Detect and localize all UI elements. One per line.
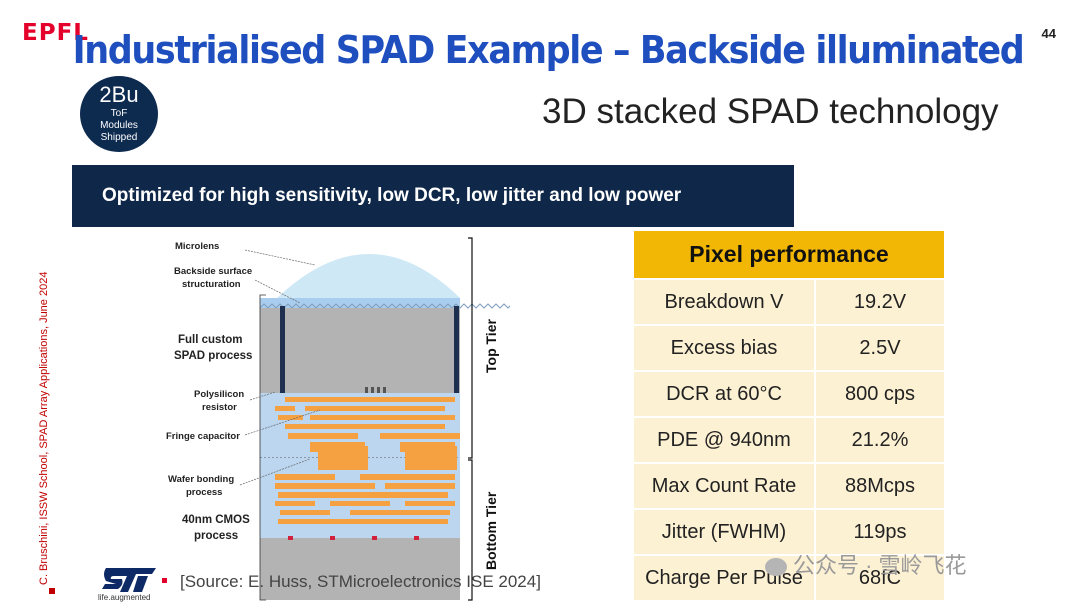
label-cmos-1: 40nm CMOS (182, 514, 250, 526)
epfl-logo: EPFL (22, 20, 89, 46)
bottom-tier-label: Bottom Tier (483, 491, 499, 570)
value-cell: 800 cps (816, 372, 944, 416)
value-cell: 68fC (816, 556, 944, 600)
label-backside-1: Backside surface (174, 266, 252, 277)
slide-subtitle: 3D stacked SPAD technology (542, 92, 999, 131)
param-cell: Breakdown V (634, 280, 816, 324)
slide-number: 44 (1041, 26, 1056, 41)
table-row: Jitter (FWHM) 119ps (634, 510, 944, 554)
shipped-badge: 2Bu ToF Modules Shipped (80, 76, 158, 152)
watermark-text: 公众号 · 雪岭飞花 (793, 553, 967, 578)
table-row: Breakdown V 19.2V (634, 280, 944, 324)
table-row: PDE @ 940nm 21.2% (634, 418, 944, 462)
top-tier-label: Top Tier (483, 319, 499, 373)
table-row: Max Count Rate 88Mcps (634, 464, 944, 508)
badge-caption-line: ToF (110, 108, 128, 119)
value-cell: 19.2V (816, 280, 944, 324)
wechat-icon (765, 558, 787, 577)
surface-structuration (259, 303, 510, 309)
param-cell: Jitter (FWHM) (634, 510, 816, 554)
deep-trench (454, 306, 459, 394)
label-fringe: Fringe capacitor (166, 431, 240, 442)
bottom-metal-lines (275, 446, 457, 524)
value-cell: 2.5V (816, 326, 944, 370)
side-credit-bullet (49, 588, 55, 594)
label-microlens: Microlens (175, 241, 219, 252)
side-credit: C. Bruschini, ISSW School, SPAD Array Ap… (38, 271, 50, 585)
param-cell: DCR at 60°C (634, 372, 816, 416)
param-cell: Max Count Rate (634, 464, 816, 508)
backside-layer (260, 298, 460, 308)
source-citation: [Source: E. Huss, STMicroelectronics ISE… (180, 572, 541, 591)
watermark: 公众号 · 雪岭飞花 (765, 548, 967, 580)
param-cell: Excess bias (634, 326, 816, 370)
banner-text: Optimized for high sensitivity, low DCR,… (102, 185, 682, 206)
table-row: Excess bias 2.5V (634, 326, 944, 370)
microlens-shape (277, 254, 460, 298)
badge-caption-line: Modules (100, 120, 138, 131)
label-cmos-2: process (194, 530, 238, 542)
source-bullet (162, 578, 167, 583)
label-backside-2: structuration (182, 279, 241, 290)
bottom-tier-bracket (468, 459, 473, 601)
label-wafer-1: Wafer bonding (168, 474, 234, 485)
value-cell: 21.2% (816, 418, 944, 462)
st-tagline: life.augmented (98, 593, 151, 602)
badge-value: 2Bu (99, 82, 139, 107)
spad-silicon-layer (260, 308, 460, 393)
value-cell: 119ps (816, 510, 944, 554)
highlight-banner: Optimized for high sensitivity, low DCR,… (72, 165, 794, 227)
spad-cross-section-diagram: Top Tier Bottom Tier Microlens Backside … (166, 237, 510, 601)
top-tier-bracket (468, 237, 473, 459)
label-spad-1: Full custom (178, 334, 243, 346)
slide-title: Industrialised SPAD Example – Backside i… (72, 28, 1025, 72)
label-poly-1: Polysilicon (194, 389, 244, 400)
cmos-silicon-substrate (260, 538, 460, 600)
param-cell: PDE @ 940nm (634, 418, 816, 462)
st-logo (102, 568, 156, 592)
label-wafer-2: process (186, 487, 222, 498)
value-cell: 88Mcps (816, 464, 944, 508)
badge-caption-line: Shipped (100, 132, 138, 143)
deep-trench (280, 306, 285, 394)
label-spad-2: SPAD process (174, 350, 252, 362)
pixel-performance-table: Pixel performance Breakdown V 19.2V Exce… (634, 229, 944, 602)
table-title: Pixel performance (634, 231, 944, 278)
label-poly-2: resistor (202, 402, 237, 413)
table-row: DCR at 60°C 800 cps (634, 372, 944, 416)
